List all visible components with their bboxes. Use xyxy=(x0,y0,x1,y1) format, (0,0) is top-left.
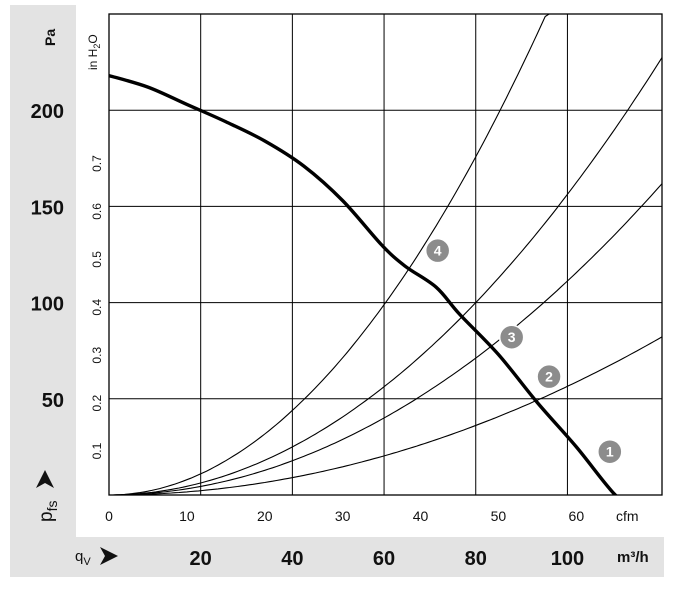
pa-tick-label: 50 xyxy=(42,390,64,412)
left-axis-panel xyxy=(10,5,76,541)
pfs-arrow-icon xyxy=(36,470,54,488)
cfm-unit-label: cfm xyxy=(616,508,639,524)
cfm-tick-labels: 0 10 20 30 40 50 60 xyxy=(105,508,584,524)
inh2o-tick-label: 0.5 xyxy=(90,251,104,268)
pa-tick-label: 150 xyxy=(31,197,64,219)
m3h-tick-label: 80 xyxy=(465,548,487,570)
inh2o-tick-label: 0.4 xyxy=(90,299,104,316)
cfm-tick-label: 10 xyxy=(179,508,195,524)
operating-point-label: 1 xyxy=(606,444,614,460)
operating-point-label: 4 xyxy=(434,243,442,259)
system-curve-4 xyxy=(109,14,550,495)
cfm-tick-label: 30 xyxy=(335,508,351,524)
operating-point-2 xyxy=(536,363,562,390)
inh2o-unit-label: in H2O xyxy=(86,34,102,70)
m3h-tick-label: 40 xyxy=(281,548,303,570)
m3h-tick-labels: 20 40 60 80 100 xyxy=(190,548,585,570)
operating-point-label: 3 xyxy=(508,329,516,345)
m3h-tick-label: 100 xyxy=(551,548,584,570)
qv-axis-label: qV xyxy=(75,548,91,568)
cfm-tick-label: 60 xyxy=(569,508,585,524)
cfm-tick-label: 20 xyxy=(257,508,273,524)
cfm-tick-label: 50 xyxy=(491,508,507,524)
system-curve-1 xyxy=(109,336,662,495)
pa-tick-label: 200 xyxy=(31,101,64,123)
system-curve-3 xyxy=(109,57,662,495)
fan-curve xyxy=(109,73,618,495)
inh2o-tick-label: 0.7 xyxy=(90,155,104,172)
system-curve-2 xyxy=(109,183,662,495)
inh2o-tick-label: 0.3 xyxy=(90,347,104,364)
pa-tick-label: 100 xyxy=(31,294,64,316)
system-curves xyxy=(109,14,662,495)
inh2o-tick-label: 0.6 xyxy=(90,203,104,220)
pfs-axis-label: pfs xyxy=(36,501,60,522)
cfm-tick-label: 40 xyxy=(413,508,429,524)
pa-unit-label: Pa xyxy=(42,29,58,46)
qv-arrow-icon xyxy=(100,547,118,565)
inh2o-tick-label: 0.1 xyxy=(90,442,104,459)
cfm-tick-label: 0 xyxy=(105,508,113,524)
operating-point-label: 2 xyxy=(545,369,553,385)
inh2o-tick-label: 0.2 xyxy=(90,394,104,411)
plot-area xyxy=(109,14,662,495)
m3h-tick-label: 20 xyxy=(190,548,212,570)
m3h-unit-label: m³/h xyxy=(617,549,649,566)
inh2o-tick-labels: 0.1 0.2 0.3 0.4 0.5 0.6 0.7 xyxy=(90,155,104,460)
operating-point-1 xyxy=(597,438,623,465)
bottom-axis-panel xyxy=(10,537,664,577)
operating-point-3 xyxy=(498,324,525,350)
pa-tick-labels: 50 100 150 200 xyxy=(31,101,64,412)
plot-border xyxy=(108,13,663,496)
m3h-tick-label: 60 xyxy=(373,548,395,570)
operating-point-markers: 1 2 3 4 xyxy=(424,237,623,465)
operating-point-4 xyxy=(424,237,451,264)
